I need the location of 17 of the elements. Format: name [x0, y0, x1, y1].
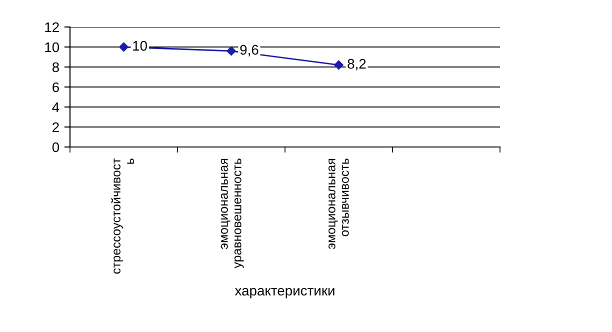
- point: [226, 46, 236, 56]
- y-tick-label: 0: [52, 142, 60, 152]
- x-axis-title: характеристики: [234, 288, 334, 298]
- y-tick-label: 2: [52, 122, 59, 132]
- x-tick-label: стрессоустойчивост ь: [111, 158, 134, 274]
- data-label: 10: [133, 40, 147, 51]
- x-tick-label: эмоциональная отзывчивость: [328, 158, 349, 250]
- y-tick-label: 12: [45, 22, 59, 32]
- y-tick-label: 8: [52, 62, 59, 72]
- x-tick-label: эмоциональная уравновешенность: [221, 158, 244, 268]
- data-label: 9,6: [240, 44, 258, 56]
- point: [334, 60, 344, 70]
- point: [119, 42, 128, 52]
- y-tick-label: 4: [52, 102, 60, 112]
- y-tick-label: 6: [52, 82, 59, 92]
- data-label: 8,2: [348, 58, 366, 70]
- y-tick-label: 10: [45, 42, 60, 52]
